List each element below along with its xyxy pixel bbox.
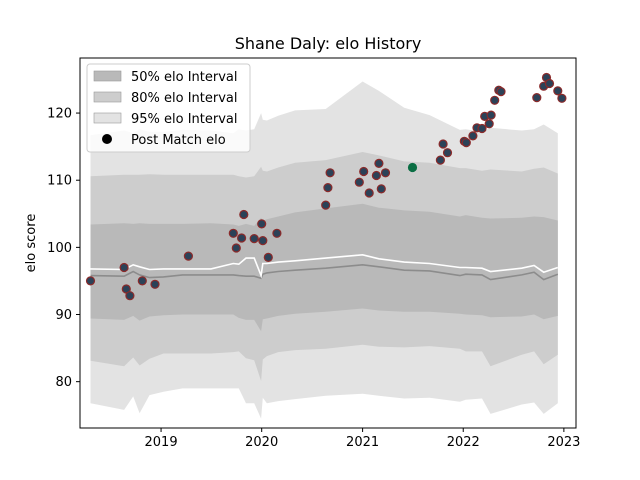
mean-elo-line <box>90 263 559 281</box>
match-point <box>461 138 471 148</box>
match-point <box>137 276 147 286</box>
match-point <box>557 93 567 103</box>
y-axis: 80 90 100 110 120 <box>47 107 80 390</box>
match-point <box>323 183 333 193</box>
x-tick-label: 2020 <box>245 435 278 450</box>
match-point <box>258 236 268 246</box>
x-tick-label: 2021 <box>346 435 379 450</box>
interval-bands <box>90 81 558 419</box>
match-point <box>374 158 384 168</box>
legend-label: 80% elo Interval <box>131 91 238 106</box>
match-point <box>468 131 478 141</box>
match-point <box>376 184 386 194</box>
x-tick-label: 2023 <box>547 435 580 450</box>
legend-point-swatch <box>102 134 112 144</box>
match-point <box>486 110 496 120</box>
legend-swatch-band80 <box>93 91 122 103</box>
y-tick-label: 80 <box>55 375 72 390</box>
post-match-points <box>85 72 567 301</box>
match-point <box>442 148 453 158</box>
match-point <box>490 95 500 105</box>
match-point <box>532 92 542 103</box>
match-point <box>231 243 241 253</box>
x-axis: 2019 2020 2021 2022 2023 <box>145 428 580 450</box>
legend-swatch-band50 <box>93 70 122 82</box>
match-point <box>321 200 331 210</box>
match-point <box>150 279 160 289</box>
match-point <box>228 228 238 238</box>
x-tick-label: 2022 <box>447 435 480 450</box>
match-point <box>359 166 369 177</box>
y-tick-label: 110 <box>47 174 72 189</box>
legend-label: 50% elo Interval <box>131 70 238 85</box>
legend: 50% elo Interval 80% elo Interval 95% elo … <box>86 63 251 153</box>
match-point <box>477 123 487 134</box>
match-point <box>325 168 335 178</box>
match-point <box>544 78 555 89</box>
match-point <box>553 86 563 96</box>
plot-area-frame <box>79 57 577 429</box>
legend-swatch-band95 <box>93 112 122 124</box>
match-point <box>263 252 273 262</box>
match-point <box>354 177 364 187</box>
match-point <box>183 251 193 261</box>
y-tick-label: 100 <box>47 241 72 256</box>
match-point <box>438 139 448 149</box>
match-point <box>239 209 249 220</box>
y-tick-label: 90 <box>55 308 72 323</box>
match-point <box>380 168 391 178</box>
match-point <box>272 228 282 238</box>
match-point <box>496 86 506 97</box>
match-point <box>119 262 129 273</box>
match-point <box>257 219 267 229</box>
match-point <box>125 291 135 301</box>
match-point <box>364 188 374 198</box>
y-axis-label: elo score <box>24 214 39 273</box>
match-point <box>371 170 381 181</box>
highlight-match-point <box>407 162 418 173</box>
upper-elo-line <box>90 253 559 279</box>
legend-label: Post Match elo <box>131 133 226 148</box>
match-point <box>484 119 494 129</box>
chart-title: Shane Daly: elo History <box>235 34 422 53</box>
match-point <box>85 276 96 286</box>
y-tick-label: 120 <box>47 107 72 122</box>
legend-label: 95% elo Interval <box>131 112 238 127</box>
match-point <box>435 155 445 165</box>
legend-box <box>86 63 251 153</box>
match-point <box>237 233 247 243</box>
interval-lines <box>90 253 559 281</box>
x-tick-label: 2019 <box>145 435 178 450</box>
match-point <box>249 234 259 244</box>
